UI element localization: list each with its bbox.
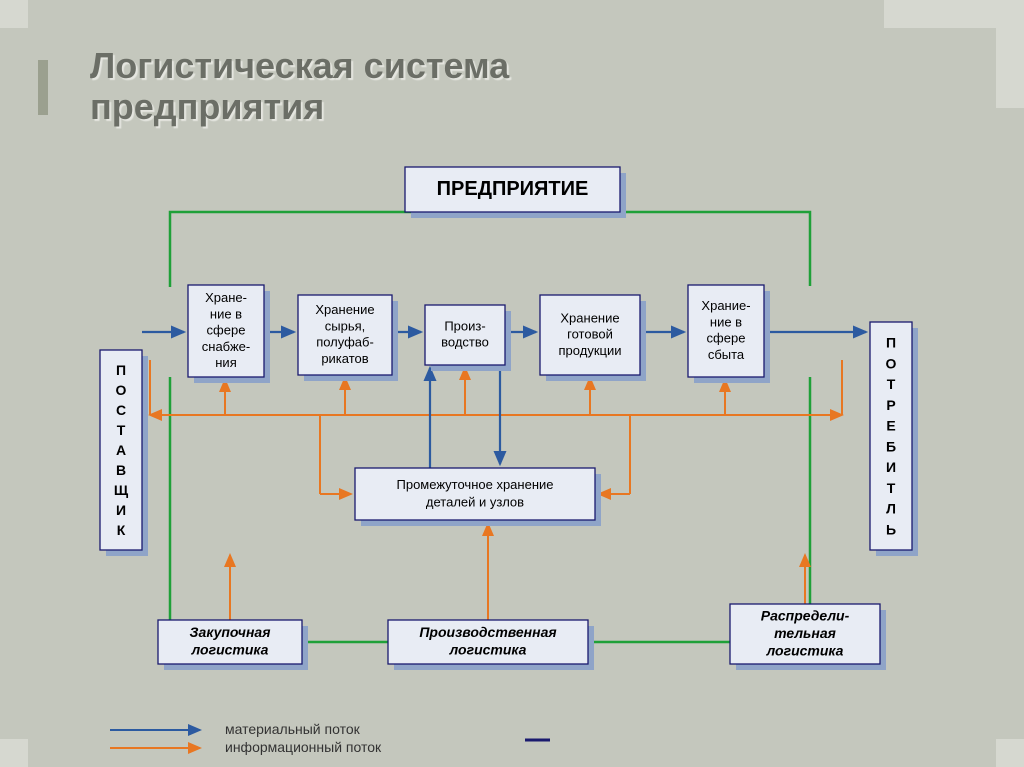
svg-text:рикатов: рикатов [321,351,368,366]
legend-material: материальный поток [225,721,361,737]
svg-text:продукции: продукции [559,343,622,358]
svg-text:Хранение: Хранение [560,310,619,325]
svg-text:Производственная: Производственная [419,624,556,640]
svg-text:деталей и узлов: деталей и узлов [426,495,524,510]
svg-text:Е: Е [886,418,895,434]
svg-text:сырья,: сырья, [325,318,366,333]
svg-text:водство: водство [441,335,489,350]
svg-text:Закупочная: Закупочная [190,624,271,640]
svg-text:П: П [116,362,126,378]
svg-text:ния: ния [215,355,236,370]
svg-text:ние в: ние в [710,314,742,329]
svg-text:логистика: логистика [191,642,269,658]
svg-text:Т: Т [887,376,896,392]
legend: материальный поток информационный поток [110,721,550,755]
svg-text:Хранение: Хранение [315,302,374,317]
svg-text:сфере: сфере [207,323,246,338]
svg-text:В: В [116,462,126,478]
svg-text:логистика: логистика [766,642,844,658]
svg-text:Б: Б [886,438,896,454]
svg-text:Хране-: Хране- [205,290,247,305]
svg-text:О: О [116,382,127,398]
svg-text:А: А [116,442,126,458]
svg-text:Т: Т [887,480,896,496]
svg-text:Распредели-: Распредели- [761,607,850,623]
svg-text:сфере: сфере [707,331,746,346]
svg-text:ние в: ние в [210,306,242,321]
svg-text:Л: Л [886,501,896,517]
svg-text:сбыта: сбыта [708,347,745,362]
svg-text:тельная: тельная [774,625,836,641]
svg-text:Р: Р [886,397,895,413]
svg-text:И: И [116,502,126,518]
logistics-diagram: ПРЕДПРИЯТИЕПОСТАВЩИКПОТРЕБИТЛЬХране-ние … [0,0,1024,767]
svg-text:К: К [117,522,126,538]
legend-info: информационный поток [225,739,382,755]
svg-text:Произ-: Произ- [444,318,485,333]
svg-text:Т: Т [117,422,126,438]
svg-text:И: И [886,459,896,475]
svg-text:логистика: логистика [449,642,527,658]
svg-text:Храние-: Храние- [701,298,750,313]
svg-text:готовой: готовой [567,327,613,342]
enterprise-boundary [170,212,810,642]
svg-text:П: П [886,335,896,351]
svg-text:Ь: Ь [886,521,896,537]
svg-text:Щ: Щ [114,482,129,498]
svg-text:полуфаб-: полуфаб- [316,335,374,350]
svg-text:С: С [116,402,126,418]
svg-text:снабже-: снабже- [202,339,250,354]
svg-text:ПРЕДПРИЯТИЕ: ПРЕДПРИЯТИЕ [437,178,589,200]
svg-text:О: О [886,355,897,371]
svg-text:Промежуточное хранение: Промежуточное хранение [397,477,554,492]
